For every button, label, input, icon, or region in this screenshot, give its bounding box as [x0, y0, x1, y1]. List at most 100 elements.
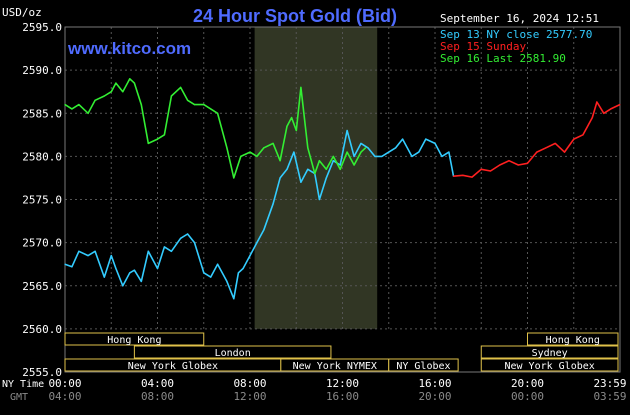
series-point — [170, 250, 172, 252]
market-session-box — [64, 332, 205, 346]
series-point — [286, 168, 288, 170]
series-point — [217, 112, 219, 114]
series-point — [147, 142, 149, 145]
series-point — [233, 298, 235, 300]
legend-entry-sep13: Sep 13 NY close 2577.70 — [440, 28, 592, 41]
series-point — [332, 160, 334, 162]
market-session-box — [527, 332, 619, 346]
series-point — [300, 181, 302, 183]
y-tick-label: 2580.0 — [22, 150, 62, 163]
market-session-box — [480, 345, 619, 359]
series-point — [210, 276, 212, 278]
series-point — [360, 142, 362, 145]
market-session-box — [133, 345, 332, 359]
series-point — [339, 164, 341, 166]
series-point — [374, 155, 376, 157]
chart-title: 24 Hour Spot Gold (Bid) — [193, 6, 397, 26]
series-point — [480, 168, 482, 170]
series-point — [210, 108, 212, 110]
x-tick-label-gmt: 16:00 — [326, 390, 359, 403]
series-point — [452, 175, 455, 177]
ny-time-label: NY Time — [2, 379, 44, 390]
series-point — [140, 104, 142, 106]
series-point — [291, 116, 293, 119]
market-session-label: Hong Kong — [107, 335, 161, 346]
series-point — [318, 160, 320, 162]
x-tick-label-ny: 04:00 — [141, 377, 174, 390]
series-point — [226, 280, 228, 283]
series-point — [186, 99, 189, 101]
series-point — [517, 164, 519, 166]
series-point — [193, 242, 196, 244]
x-tick-label-ny: 23:59 — [593, 377, 626, 390]
series-point — [193, 104, 196, 106]
plot-frame — [64, 26, 621, 373]
series-point — [286, 125, 288, 127]
series-point — [411, 155, 413, 157]
y-tick-label: 2595.0 — [22, 21, 62, 34]
series-point — [293, 151, 295, 153]
series-point — [508, 160, 510, 162]
series-point — [307, 147, 309, 149]
market-session-label: New York Globex — [504, 361, 594, 372]
series-point — [147, 250, 149, 252]
series-point — [94, 99, 96, 101]
series-point — [314, 173, 316, 175]
series-point — [203, 272, 205, 274]
series-point — [619, 104, 621, 106]
series-point — [381, 155, 383, 157]
market-session-label: New York Globex — [128, 361, 218, 372]
series-point — [133, 82, 135, 84]
series-point — [471, 176, 473, 178]
series-point — [526, 162, 529, 164]
series-point — [325, 177, 327, 179]
series-point — [133, 269, 135, 271]
market-session-label: Sydney — [532, 348, 568, 359]
x-tick-labels: 00:00 04:00 08:00 12:00 16:00 20:00 23:5904:00… — [48, 377, 626, 403]
series-point — [186, 233, 189, 235]
series-point — [402, 138, 404, 140]
series-point — [129, 272, 131, 274]
series-point — [249, 254, 251, 257]
series-point — [122, 91, 124, 93]
series-point — [110, 91, 112, 93]
x-tick-label-ny: 16:00 — [418, 377, 451, 390]
market-session-label: Hong Kong — [546, 335, 600, 346]
market-session-box — [480, 358, 619, 372]
series-point — [64, 104, 66, 106]
series-point — [591, 116, 593, 119]
x-tick-label-ny: 20:00 — [511, 377, 544, 390]
series-point — [279, 177, 281, 179]
series-point — [87, 112, 89, 114]
series-point — [129, 78, 131, 80]
series-point — [256, 155, 258, 157]
series-point — [78, 104, 80, 106]
legend: Sep 13 NY close 2577.70 Sep 15 Sunday Se… — [440, 28, 592, 65]
market-session-label: London — [215, 348, 251, 359]
series-point — [115, 267, 117, 270]
series-point — [240, 155, 242, 157]
date-time-stamp: September 16, 2024 12:51 — [440, 12, 599, 25]
series-point — [425, 138, 427, 140]
x-tick-label-gmt: 08:00 — [141, 390, 174, 403]
series-point — [367, 147, 369, 149]
series-point — [332, 155, 334, 157]
series-point — [115, 82, 117, 84]
series-point — [536, 151, 538, 153]
series-point — [603, 112, 605, 114]
y-tick-labels: 2555.0 2560.0 2565.0 2570.0 2575.0 2580.0 2585… — [22, 21, 62, 379]
series-point — [71, 266, 73, 268]
series-point — [307, 168, 309, 170]
x-tick-label-ny: 12:00 — [326, 377, 359, 390]
series-point — [180, 237, 182, 239]
series-point — [71, 108, 73, 110]
series-point — [78, 250, 80, 252]
series-point — [596, 101, 598, 103]
market-session-box — [388, 358, 459, 372]
series-point — [263, 229, 265, 231]
market-session-label: New York NYMEX — [293, 361, 377, 372]
series-point — [242, 267, 244, 270]
series-point — [226, 147, 228, 149]
series-point — [140, 280, 142, 283]
series-point — [563, 151, 566, 153]
